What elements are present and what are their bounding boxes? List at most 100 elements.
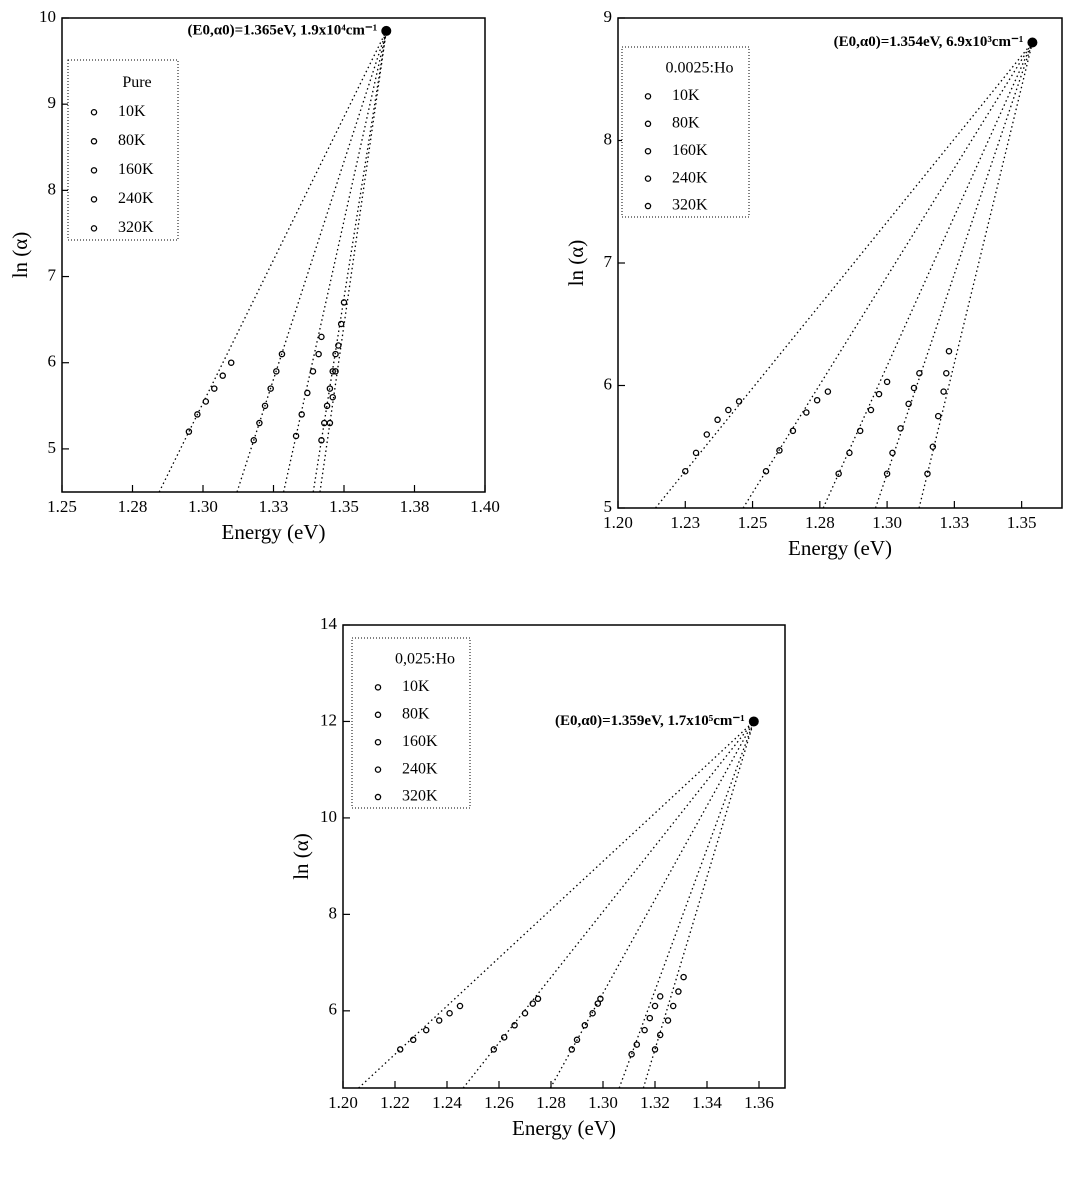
legend-label: 240K bbox=[672, 169, 708, 186]
data-point bbox=[883, 470, 891, 477]
legend-title: Pure bbox=[122, 74, 151, 91]
data-point bbox=[875, 390, 883, 398]
data-point bbox=[323, 402, 331, 410]
data-point bbox=[256, 419, 263, 427]
fit-line bbox=[236, 30, 387, 492]
y-tick-label: 9 bbox=[48, 93, 57, 112]
data-point bbox=[332, 350, 339, 358]
data-point bbox=[309, 368, 317, 375]
data-point bbox=[835, 470, 842, 477]
x-axis-label: Energy (eV) bbox=[222, 520, 326, 544]
x-tick-label: 1.36 bbox=[744, 1093, 774, 1112]
x-tick-label: 1.24 bbox=[432, 1093, 462, 1112]
data-point bbox=[315, 350, 322, 358]
data-point bbox=[318, 333, 325, 341]
fit-line bbox=[312, 30, 387, 492]
x-tick-label: 1.32 bbox=[640, 1093, 670, 1112]
data-point bbox=[298, 411, 305, 418]
x-tick-label: 1.30 bbox=[188, 497, 218, 516]
data-point bbox=[422, 1026, 430, 1034]
data-point bbox=[329, 393, 336, 401]
y-tick-label: 12 bbox=[320, 710, 337, 729]
data-point bbox=[529, 1000, 537, 1007]
data-point bbox=[340, 299, 348, 306]
data-point bbox=[278, 350, 286, 358]
x-tick-label: 1.38 bbox=[400, 497, 430, 516]
x-tick-label: 1.40 bbox=[470, 497, 500, 516]
data-point bbox=[846, 449, 853, 457]
data-point bbox=[682, 467, 689, 475]
plot-area bbox=[158, 30, 387, 492]
x-tick-label: 1.26 bbox=[484, 1093, 514, 1112]
legend-label: 160K bbox=[402, 733, 438, 750]
y-tick-label: 9 bbox=[604, 7, 613, 26]
x-tick-label: 1.20 bbox=[328, 1093, 358, 1112]
x-tick-label: 1.22 bbox=[380, 1093, 410, 1112]
annotation: (E0,α0)=1.365eV, 1.9x10⁴cm⁻¹ bbox=[188, 22, 378, 38]
data-point bbox=[594, 1000, 602, 1007]
x-tick-label: 1.28 bbox=[536, 1093, 566, 1112]
data-point bbox=[943, 369, 950, 377]
fit-line bbox=[642, 721, 755, 1088]
data-point bbox=[905, 400, 912, 408]
fit-line bbox=[462, 721, 755, 1088]
data-point bbox=[521, 1009, 529, 1017]
data-point bbox=[511, 1022, 518, 1029]
chart: 1.20 1.22 1.24 1.26 1.28 1.30 1.32 1.34 1.36 6 8 10… bbox=[289, 614, 786, 1140]
data-point bbox=[318, 437, 325, 444]
chart: 1.20 1.23 1.25 1.28 1.30 1.33 1.35 5 6 7 8 9 Energy … bbox=[564, 7, 1063, 560]
annotation: (E0,α0)=1.354eV, 6.9x10³cm⁻¹ bbox=[834, 34, 1024, 50]
data-point bbox=[633, 1041, 641, 1048]
y-tick-label: 14 bbox=[320, 614, 338, 633]
legend-marker bbox=[644, 175, 652, 182]
x-tick-label: 1.30 bbox=[588, 1093, 618, 1112]
data-point bbox=[568, 1046, 576, 1053]
legend-label: 10K bbox=[118, 103, 146, 120]
data-point bbox=[889, 449, 896, 457]
fit-line bbox=[918, 42, 1034, 508]
y-axis-label: ln (α) bbox=[564, 240, 588, 287]
plot-area bbox=[655, 42, 1034, 508]
data-point bbox=[803, 409, 810, 416]
data-point bbox=[304, 389, 311, 397]
legend-label: 10K bbox=[672, 87, 700, 104]
data-point bbox=[897, 425, 904, 432]
fit-line bbox=[742, 42, 1033, 508]
x-tick-label: 1.33 bbox=[939, 513, 969, 532]
legend-marker bbox=[90, 167, 98, 174]
data-point bbox=[651, 1046, 659, 1053]
y-tick-label: 7 bbox=[48, 265, 57, 284]
legend-label: 160K bbox=[672, 142, 708, 159]
data-point bbox=[250, 437, 258, 444]
data-point bbox=[194, 411, 201, 418]
data-point bbox=[916, 369, 923, 377]
legend-marker bbox=[644, 93, 652, 100]
data-point bbox=[396, 1046, 404, 1053]
data-point bbox=[202, 398, 210, 405]
data-point bbox=[651, 1002, 659, 1010]
legend-box bbox=[621, 46, 750, 218]
data-point bbox=[628, 1050, 635, 1058]
x-axis-label: Energy (eV) bbox=[788, 536, 892, 560]
legend-marker bbox=[374, 793, 382, 801]
y-tick-label: 5 bbox=[604, 497, 613, 516]
x-tick-label: 1.35 bbox=[329, 497, 359, 516]
data-point bbox=[597, 995, 604, 1003]
data-point bbox=[534, 995, 542, 1003]
y-tick-label: 7 bbox=[604, 252, 613, 271]
data-point bbox=[692, 449, 700, 457]
fit-line bbox=[319, 30, 387, 492]
legend-box bbox=[351, 637, 471, 809]
data-point bbox=[924, 470, 931, 477]
x-tick-label: 1.34 bbox=[692, 1093, 722, 1112]
x-tick-label: 1.23 bbox=[670, 513, 700, 532]
legend-label: 320K bbox=[672, 197, 708, 214]
fit-line bbox=[822, 42, 1033, 508]
data-point bbox=[910, 384, 918, 392]
data-point bbox=[867, 406, 875, 414]
data-point bbox=[940, 388, 947, 395]
data-point bbox=[735, 398, 743, 405]
data-point bbox=[219, 372, 226, 379]
data-point bbox=[435, 1017, 443, 1024]
y-tick-label: 8 bbox=[604, 129, 613, 148]
